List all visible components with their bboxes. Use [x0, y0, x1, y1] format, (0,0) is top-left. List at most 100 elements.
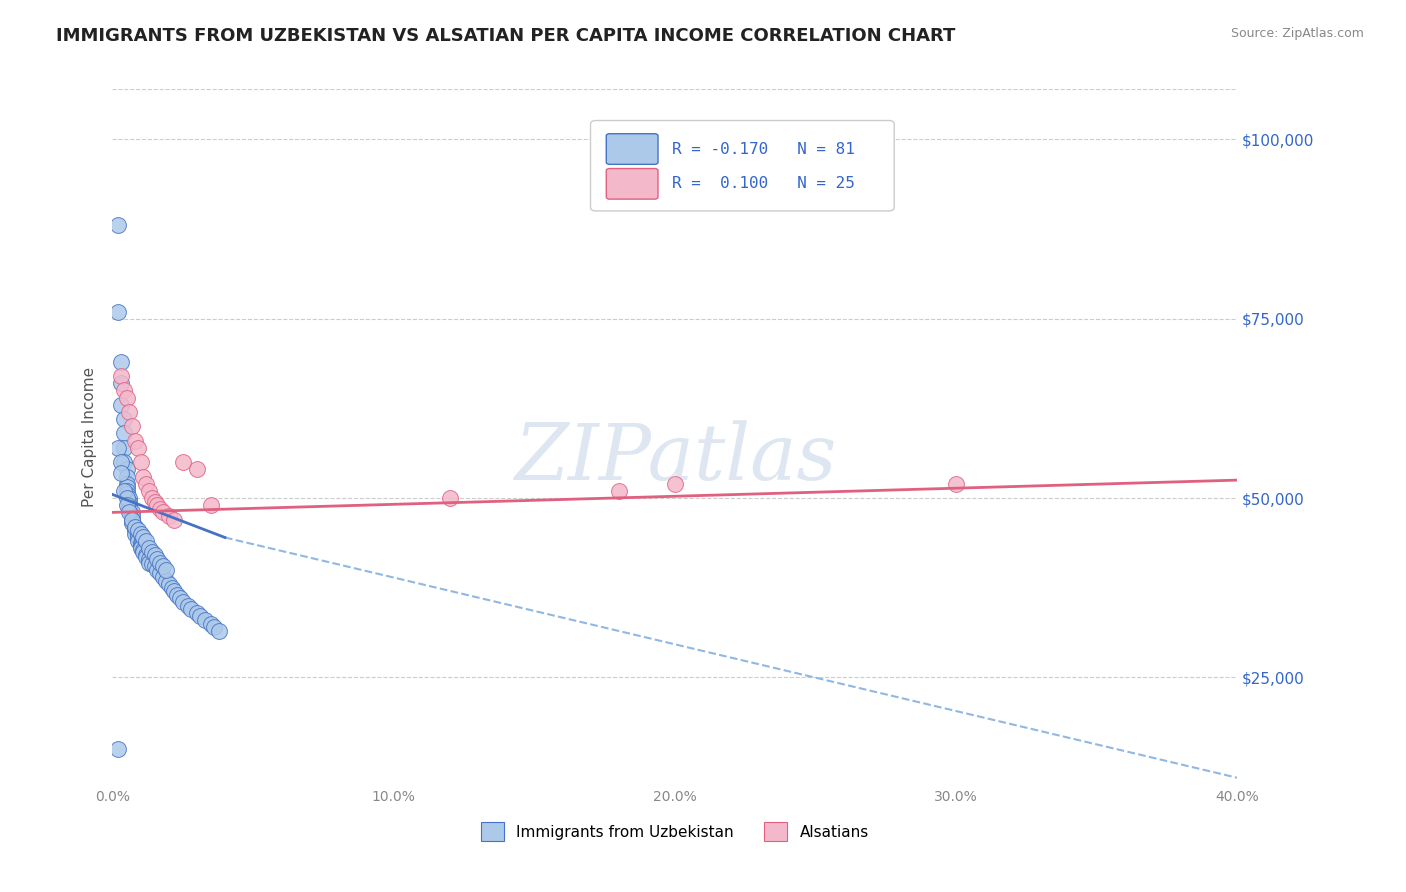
Point [129, 455, 152, 469]
Point [149, 501, 172, 516]
Point [121, 516, 143, 530]
Point [945, 476, 967, 491]
Point [143, 549, 166, 563]
Text: Source: ZipAtlas.com: Source: ZipAtlas.com [1230, 27, 1364, 40]
Point [110, 455, 132, 469]
Point [141, 557, 163, 571]
Point [124, 524, 146, 538]
FancyBboxPatch shape [591, 120, 894, 211]
Point [200, 616, 222, 631]
Point [107, 742, 129, 756]
Point [132, 545, 155, 559]
Point [155, 563, 177, 577]
Point [121, 512, 143, 526]
FancyBboxPatch shape [606, 169, 658, 199]
Text: IMMIGRANTS FROM UZBEKISTAN VS ALSATIAN PER CAPITA INCOME CORRELATION CHART: IMMIGRANTS FROM UZBEKISTAN VS ALSATIAN P… [56, 27, 956, 45]
Point [163, 584, 186, 599]
Point [194, 613, 217, 627]
Point [200, 498, 222, 512]
Point [110, 355, 132, 369]
Point [129, 538, 152, 552]
Point [607, 483, 630, 498]
Point [115, 491, 138, 505]
Point [129, 535, 152, 549]
Point [163, 512, 186, 526]
Point [177, 599, 200, 613]
Point [118, 501, 141, 516]
Point [124, 434, 146, 448]
Point [115, 487, 138, 501]
Point [138, 541, 160, 556]
Point [112, 384, 135, 398]
Point [135, 476, 157, 491]
Point [143, 494, 166, 508]
Text: R = -0.170   N = 81: R = -0.170 N = 81 [672, 142, 855, 156]
Point [121, 505, 143, 519]
Point [157, 508, 180, 523]
Point [112, 426, 135, 441]
Point [118, 505, 141, 519]
Point [112, 483, 135, 498]
Point [115, 391, 138, 405]
Point [112, 455, 135, 469]
Point [141, 491, 163, 505]
Y-axis label: Per Capita Income: Per Capita Income [82, 367, 97, 508]
Point [129, 541, 152, 556]
Point [115, 469, 138, 483]
Point [135, 549, 157, 564]
Point [141, 545, 163, 559]
Point [180, 602, 202, 616]
Point [664, 476, 686, 491]
Point [155, 574, 177, 588]
Point [132, 531, 155, 545]
Point [107, 441, 129, 455]
Point [138, 552, 160, 566]
Point [149, 566, 172, 581]
Point [121, 419, 143, 434]
Point [124, 520, 146, 534]
Point [152, 559, 174, 574]
Point [118, 491, 141, 505]
Point [146, 563, 169, 577]
Point [439, 491, 461, 505]
Point [112, 412, 135, 426]
Point [115, 476, 138, 491]
Point [118, 405, 141, 419]
Legend: Immigrants from Uzbekistan, Alsatians: Immigrants from Uzbekistan, Alsatians [475, 816, 875, 847]
Point [118, 494, 141, 508]
Point [172, 455, 194, 469]
Point [112, 441, 135, 455]
Point [118, 498, 141, 512]
Point [129, 527, 152, 541]
Point [127, 531, 149, 545]
Point [127, 534, 149, 549]
Point [208, 624, 231, 638]
Point [146, 498, 169, 512]
Point [115, 498, 138, 512]
Point [188, 609, 211, 624]
Point [166, 588, 188, 602]
Point [110, 466, 132, 480]
Text: ZIPatlas: ZIPatlas [513, 420, 837, 496]
Point [110, 369, 132, 384]
Point [132, 469, 155, 483]
Point [157, 577, 180, 591]
Point [152, 570, 174, 584]
Point [127, 524, 149, 538]
Point [135, 549, 157, 563]
Point [172, 595, 194, 609]
Point [107, 219, 129, 233]
FancyBboxPatch shape [606, 134, 658, 164]
Point [129, 540, 152, 554]
Point [202, 620, 225, 634]
Point [186, 606, 208, 620]
Point [110, 376, 132, 391]
Point [127, 441, 149, 455]
Point [132, 542, 155, 557]
Point [115, 462, 138, 476]
Point [138, 483, 160, 498]
Point [124, 527, 146, 541]
Point [143, 559, 166, 574]
Point [135, 534, 157, 549]
Point [124, 521, 146, 535]
